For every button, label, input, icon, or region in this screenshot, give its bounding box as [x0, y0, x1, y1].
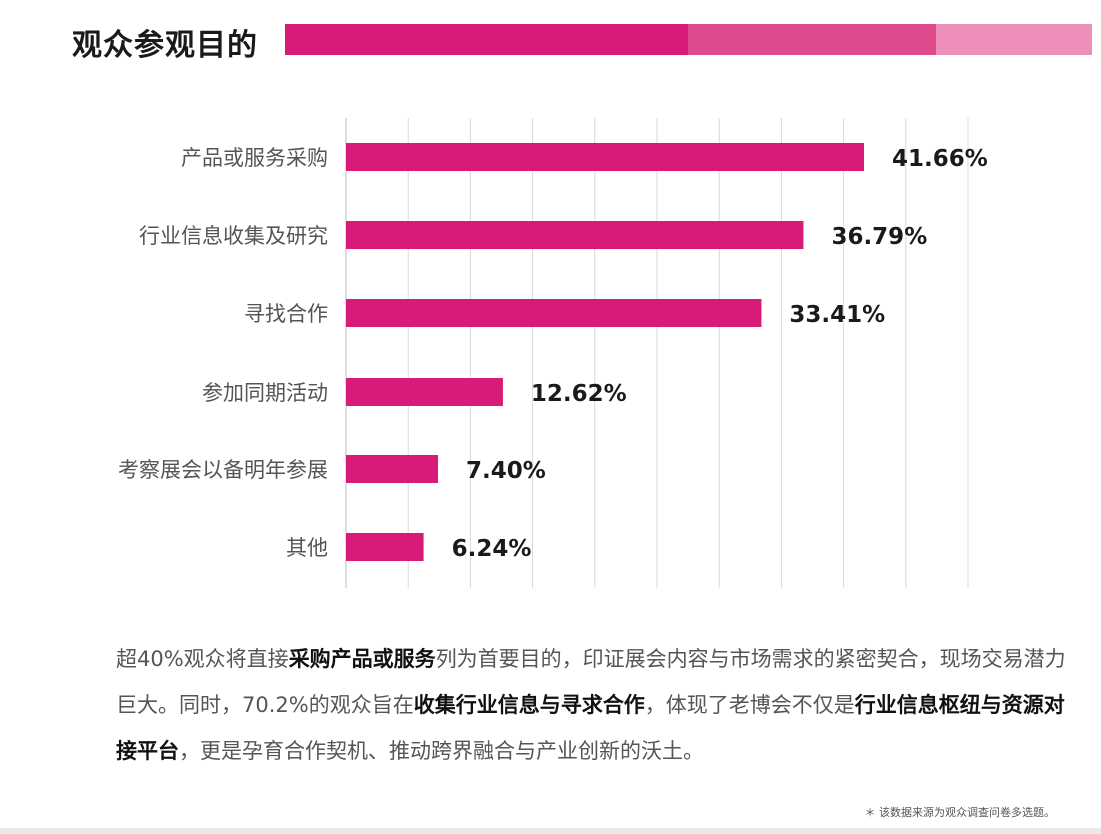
summary-highlight: 收集行业信息与寻求合作 — [413, 693, 645, 717]
summary-text: ，更是孕育合作契机、推动跨界融合与产业创新的沃土。 — [179, 739, 704, 763]
category-label: 参加同期活动 — [202, 381, 328, 405]
data-label: 41.66% — [892, 146, 988, 172]
bar — [346, 455, 439, 483]
bar — [346, 221, 804, 249]
bar — [346, 378, 503, 406]
summary-text: ，体现了老博会不仅是 — [644, 693, 855, 717]
bar — [346, 533, 424, 561]
header: 观众参观目的 — [0, 0, 1101, 80]
data-label: 33.41% — [789, 302, 885, 328]
bar — [346, 143, 864, 171]
data-label: 6.24% — [452, 536, 532, 562]
summary-paragraph: 超40%观众将直接采购产品或服务列为首要目的，印证展会内容与市场需求的紧密契合，… — [116, 636, 1076, 774]
header-band-light — [936, 24, 1092, 55]
header-band-dark — [285, 24, 688, 55]
category-label: 行业信息收集及研究 — [139, 224, 328, 248]
bar — [346, 299, 762, 327]
data-label: 7.40% — [466, 458, 546, 484]
purpose-bar-chart: 产品或服务采购 41.66% 行业信息收集及研究 36.79% 寻找合作 33.41% 参加… — [118, 118, 988, 588]
category-label: 考察展会以备明年参展 — [118, 458, 328, 482]
category-label: 其他 — [286, 536, 328, 560]
summary-text: 列为首要目的，印证展会内容与市场需求的紧密契合，现场交易潜力巨大。同时，70.2… — [116, 647, 1066, 717]
summary-highlight: 采购产品或服务 — [288, 647, 436, 671]
category-label: 产品或服务采购 — [181, 146, 328, 170]
summary-text: 超40%观众将直接 — [116, 647, 289, 671]
data-label: 12.62% — [531, 381, 627, 407]
summary-highlight: 行业信息枢纽与资源对接平台 — [116, 693, 1065, 763]
data-source-footnote: ＊ 该数据来源为观众调查问卷多选题。 — [864, 806, 1056, 819]
data-label: 36.79% — [831, 224, 927, 250]
bottom-rule — [0, 828, 1101, 834]
category-label: 寻找合作 — [244, 302, 328, 326]
header-band-mid — [688, 24, 936, 55]
page-title: 观众参观目的 — [72, 28, 258, 63]
